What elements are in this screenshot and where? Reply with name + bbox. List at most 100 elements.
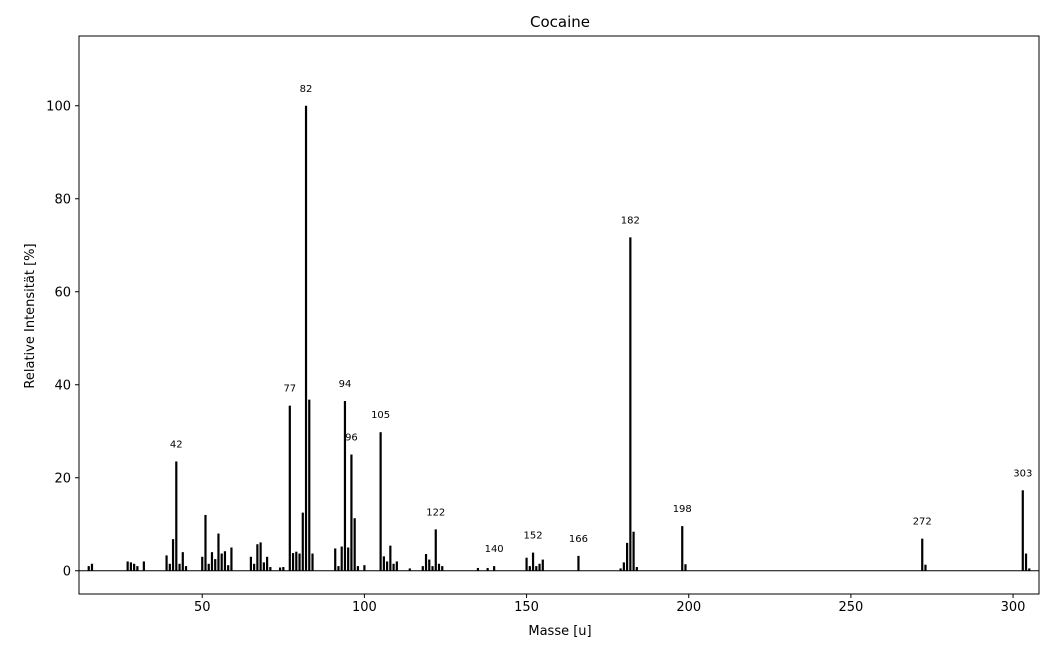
peak-bar <box>181 552 184 571</box>
peak-bar <box>424 554 428 571</box>
peak-bar <box>278 567 282 571</box>
peak-bar <box>921 538 924 571</box>
peak-label: 105 <box>371 410 390 421</box>
x-tick-label: 50 <box>194 600 211 615</box>
plot-frame <box>78 35 1040 595</box>
peak-bar <box>262 562 265 571</box>
peak-bar <box>266 556 269 571</box>
peak-bar <box>288 405 291 571</box>
peak-bar <box>291 553 295 571</box>
peak-bar <box>87 566 90 571</box>
peak-bar <box>334 548 337 571</box>
peak-bar <box>684 564 687 571</box>
peak-bar <box>217 533 220 571</box>
peak-bar <box>577 555 580 571</box>
y-tick-label: 40 <box>54 378 71 393</box>
peak-bar <box>249 556 252 571</box>
peak-label: 140 <box>485 544 504 555</box>
peak-bar <box>635 567 638 571</box>
peak-bar <box>201 556 204 571</box>
peak-bar <box>431 566 434 571</box>
peak-bar <box>441 566 444 571</box>
peak-bar <box>421 566 424 571</box>
peak-label: 42 <box>170 439 183 450</box>
peak-bar <box>632 531 635 571</box>
peak-bar <box>622 562 625 571</box>
peak-bar <box>136 566 139 571</box>
peak-label: 94 <box>339 379 352 390</box>
peak-bar <box>486 567 489 571</box>
peak-bar <box>356 566 360 571</box>
peak-bar <box>175 461 178 571</box>
peak-bar <box>301 512 304 571</box>
y-tick-label: 100 <box>46 99 71 114</box>
peak-bar <box>210 552 214 571</box>
y-tick-label: 0 <box>63 564 71 579</box>
peak-bar <box>165 555 168 571</box>
peak-bar <box>386 561 389 571</box>
peak-bar <box>340 546 343 571</box>
x-tick-label: 200 <box>676 600 701 615</box>
peak-label: 152 <box>524 531 543 542</box>
chart-title: Cocaine <box>530 13 590 31</box>
peak-bar <box>681 526 684 571</box>
x-tick-label: 250 <box>838 600 863 615</box>
peak-bar <box>535 566 538 571</box>
peak-bar <box>392 563 395 571</box>
y-tick-label: 20 <box>54 471 71 486</box>
peak-bar <box>227 565 230 571</box>
peak-bar <box>408 568 411 571</box>
peak-bar <box>538 563 541 571</box>
peak-label: 96 <box>345 433 358 444</box>
peak-bar <box>253 563 256 571</box>
peak-bar <box>626 542 629 571</box>
x-axis-label: Masse [u] <box>528 624 591 639</box>
peak-bar <box>629 237 632 571</box>
peak-bar <box>204 514 207 571</box>
peak-bar <box>259 542 262 571</box>
peak-bar <box>269 567 272 571</box>
peak-bar <box>304 105 308 571</box>
peak-bar <box>531 552 535 571</box>
peak-bar <box>1021 490 1024 571</box>
x-tick-label: 100 <box>352 600 377 615</box>
peak-label: 303 <box>1013 468 1032 479</box>
peak-bar <box>308 399 311 571</box>
peak-bar <box>129 562 132 571</box>
x-tick-label: 150 <box>514 600 539 615</box>
peak-bar <box>350 454 353 571</box>
peak-bar <box>1024 553 1028 571</box>
peak-bar <box>178 563 181 571</box>
peak-bar <box>525 557 528 571</box>
y-tick-label: 60 <box>54 285 71 300</box>
peak-label: 198 <box>673 504 692 515</box>
peak-bar <box>924 564 927 571</box>
peak-bar <box>311 553 314 571</box>
peak-bar <box>382 556 385 571</box>
peak-bar <box>337 566 340 571</box>
peak-label: 82 <box>300 84 313 95</box>
peak-bar <box>434 529 437 571</box>
peak-bar <box>214 559 217 571</box>
peak-bar <box>207 563 210 571</box>
peak-label: 122 <box>426 507 445 518</box>
peak-label: 166 <box>569 534 588 545</box>
peak-bar <box>493 566 496 571</box>
peak-labels: 42 77 82 94 96 105 122 140 152 166 182 198 272 303 <box>170 84 1032 555</box>
peak-bar <box>282 567 285 571</box>
peak-bar <box>295 551 298 571</box>
peak-bar <box>343 401 347 571</box>
x-tick-label: 300 <box>1001 600 1026 615</box>
peak-bar <box>353 518 356 571</box>
peak-label: 77 <box>283 384 296 395</box>
peak-bar <box>223 551 227 571</box>
peak-bar <box>395 561 398 571</box>
peak-bar <box>428 559 431 571</box>
peak-bar <box>184 566 188 571</box>
peak-bar <box>171 539 175 571</box>
peak-bar <box>142 561 145 571</box>
peak-bar <box>476 567 480 571</box>
peak-bar <box>298 553 301 571</box>
peak-bar <box>133 563 136 571</box>
